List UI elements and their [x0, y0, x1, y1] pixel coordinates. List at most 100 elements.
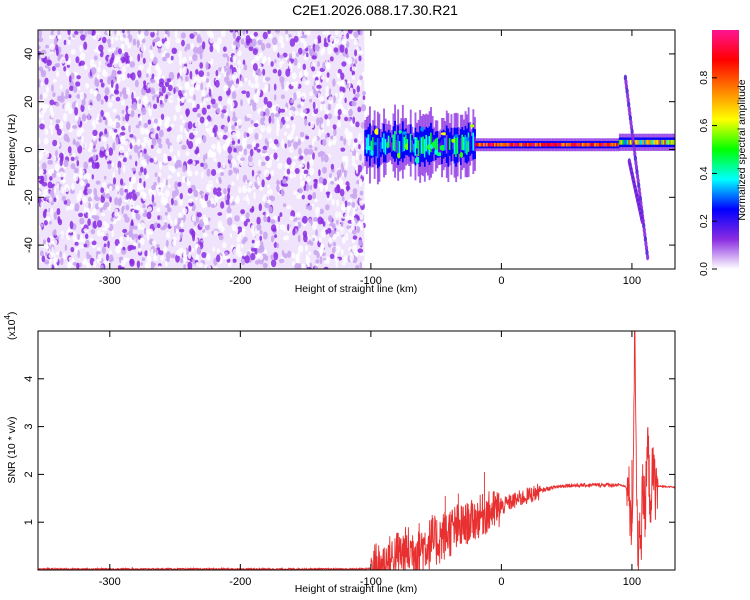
noise-speckle: [46, 85, 49, 93]
noise-speckle: [153, 118, 158, 124]
noise-speckle: [327, 46, 333, 55]
noise-speckle: [327, 227, 332, 234]
noise-speckle: [277, 162, 283, 169]
noise-speckle: [273, 152, 278, 160]
noise-speckle: [238, 80, 244, 87]
noise-speckle: [232, 54, 236, 64]
noise-speckle: [282, 178, 287, 184]
noise-speckle: [40, 110, 45, 119]
noise-speckle: [189, 228, 195, 235]
noise-speckle: [217, 212, 223, 216]
noise-speckle: [156, 96, 160, 104]
noise-speckle: [43, 137, 49, 145]
noise-speckle: [117, 70, 122, 75]
noise-speckle: [190, 43, 194, 50]
noise-speckle: [118, 256, 124, 261]
noise-speckle: [326, 191, 330, 199]
noise-speckle: [176, 134, 183, 143]
noise-speckle: [349, 34, 355, 40]
noise-speckle: [191, 247, 195, 253]
noise-speckle: [70, 246, 75, 253]
noise-speckle: [305, 135, 310, 140]
noise-speckle: [270, 254, 274, 260]
noise-speckle: [122, 116, 125, 122]
x-tick-label: -100: [360, 275, 382, 287]
y-tick-label: 20: [23, 96, 35, 108]
noise-speckle: [175, 254, 180, 263]
noise-speckle: [114, 197, 119, 206]
noise-speckle: [214, 131, 217, 138]
noise-speckle: [44, 128, 49, 135]
noise-speckle: [118, 48, 122, 55]
noise-speckle: [345, 47, 348, 55]
noise-speckle: [66, 121, 71, 130]
noise-speckle: [270, 169, 275, 177]
noise-speckle: [182, 56, 187, 65]
carrier-core: [547, 142, 550, 147]
noise-speckle: [323, 154, 329, 163]
carrier-core: [516, 142, 518, 147]
carrier-core: [602, 142, 605, 147]
noise-speckle: [133, 144, 139, 153]
noise-speckle: [266, 199, 271, 204]
noise-speckle: [312, 101, 316, 110]
noise-speckle: [212, 266, 219, 269]
noise-speckle: [232, 248, 238, 256]
noise-speckle: [114, 208, 119, 217]
noise-speckle: [180, 219, 184, 227]
noise-speckle: [288, 61, 292, 70]
noise-speckle: [250, 252, 256, 261]
noise-speckle: [213, 42, 219, 50]
noise-speckle: [122, 66, 127, 74]
carrier-core: [494, 142, 496, 147]
noise-speckle: [207, 217, 211, 222]
noise-speckle: [151, 194, 155, 203]
noise-speckle: [114, 30, 117, 35]
noise-speckle: [70, 163, 76, 170]
carrier-core: [559, 142, 562, 147]
noise-speckle: [216, 107, 221, 114]
noise-speckle: [45, 150, 50, 158]
noise-speckle: [145, 229, 150, 235]
noise-speckle: [180, 32, 186, 39]
noise-speckle: [136, 260, 141, 269]
carrier-blob: [386, 141, 390, 149]
carrier-core: [614, 142, 617, 147]
noise-speckle: [110, 217, 115, 222]
noise-speckle: [99, 114, 102, 123]
noise-speckle: [278, 54, 284, 59]
noise-speckle: [300, 101, 304, 107]
noise-speckle: [274, 30, 279, 33]
noise-speckle: [146, 156, 149, 165]
noise-speckle: [240, 209, 246, 215]
noise-speckle: [177, 98, 181, 107]
noise-speckle: [158, 250, 164, 256]
noise-speckle: [341, 236, 346, 245]
noise-speckle: [341, 61, 347, 67]
noise-speckle: [138, 120, 142, 127]
x-tick-label: 0: [498, 275, 504, 287]
noise-speckle: [359, 200, 365, 206]
noise-speckle: [66, 101, 71, 110]
carrier-core: [425, 135, 428, 152]
noise-speckle: [306, 266, 312, 269]
noise-speckle: [55, 70, 60, 78]
noise-speckle: [271, 116, 275, 124]
noise-speckle: [41, 162, 47, 170]
noise-speckle: [146, 211, 152, 220]
noise-speckle: [336, 72, 341, 79]
carrier-core: [512, 142, 515, 147]
x-tick-label: -200: [229, 275, 251, 287]
carrier-core: [658, 139, 660, 145]
carrier-core: [480, 142, 482, 147]
noise-speckle: [352, 209, 356, 217]
noise-speckle: [124, 123, 130, 130]
noise-speckle: [141, 142, 146, 148]
noise-speckle: [307, 108, 310, 113]
noise-speckle: [75, 141, 80, 148]
carrier-core: [533, 142, 536, 147]
noise-speckle: [354, 49, 358, 57]
noise-speckle: [285, 30, 289, 35]
noise-speckle: [104, 87, 110, 96]
